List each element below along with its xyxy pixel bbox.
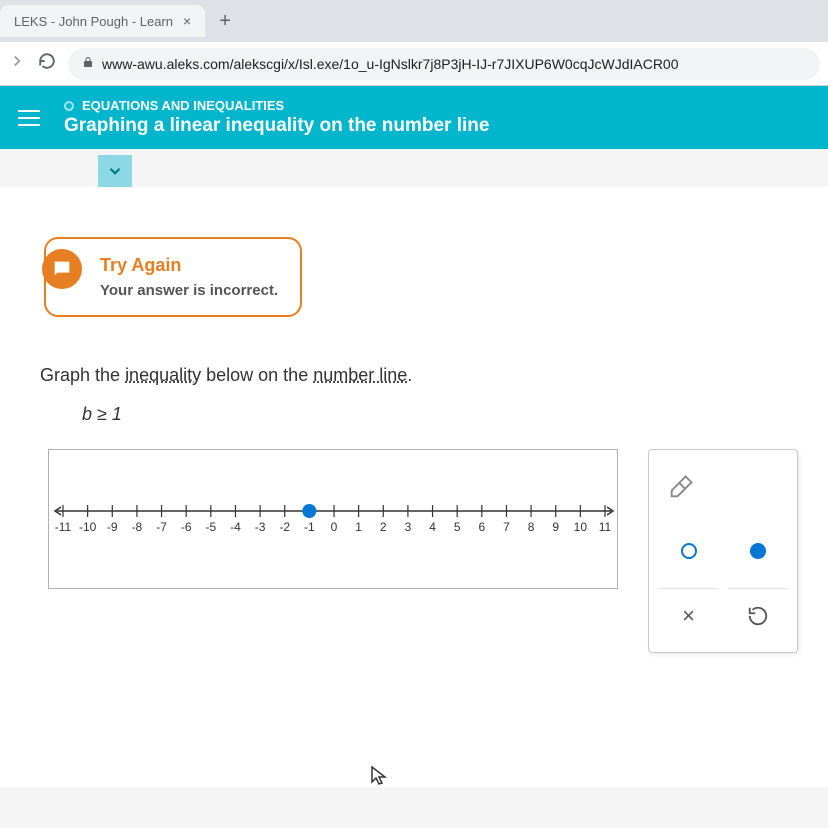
svg-text:2: 2 <box>380 520 387 534</box>
closed-point-tool[interactable] <box>728 524 787 578</box>
cursor-icon <box>370 765 388 793</box>
problem-instruction: Graph the inequality below on the number… <box>40 365 808 386</box>
expand-toggle[interactable] <box>98 155 132 187</box>
svg-text:8: 8 <box>528 520 535 534</box>
tools-panel: × <box>648 449 798 653</box>
browser-tab[interactable]: LEKS - John Pough - Learn × <box>0 5 205 37</box>
svg-text:-1: -1 <box>304 520 315 534</box>
closed-circle-icon <box>750 543 766 559</box>
close-tab-icon[interactable]: × <box>183 13 191 29</box>
lock-icon <box>82 56 94 71</box>
inequality-expression: b ≥ 1 <box>82 404 808 425</box>
svg-text:-2: -2 <box>279 520 290 534</box>
vocab-number-line[interactable]: number line <box>313 365 407 385</box>
svg-text:5: 5 <box>454 520 461 534</box>
svg-text:-5: -5 <box>205 520 216 534</box>
svg-text:-7: -7 <box>156 520 167 534</box>
svg-text:9: 9 <box>552 520 559 534</box>
url-text: www-awu.aleks.com/alekscgi/x/Isl.exe/1o_… <box>102 56 679 72</box>
svg-text:0: 0 <box>331 520 338 534</box>
numberline-svg: -11-10-9-8-7-6-5-4-3-2-101234567891011 <box>49 479 619 559</box>
open-circle-icon <box>681 543 697 559</box>
svg-text:1: 1 <box>355 520 362 534</box>
topic-title: Graphing a linear inequality on the numb… <box>64 115 810 137</box>
browser-tab-bar: LEKS - John Pough - Learn × + <box>0 0 828 42</box>
reload-button[interactable] <box>38 52 56 75</box>
svg-text:7: 7 <box>503 520 510 534</box>
category-label: EQUATIONS AND INEQUALITIES <box>64 98 810 113</box>
svg-text:-10: -10 <box>79 520 97 534</box>
url-field[interactable]: www-awu.aleks.com/alekscgi/x/Isl.exe/1o_… <box>68 48 820 80</box>
svg-text:-4: -4 <box>230 520 241 534</box>
svg-text:-9: -9 <box>107 520 118 534</box>
aleks-header: EQUATIONS AND INEQUALITIES Graphing a li… <box>0 86 828 149</box>
feedback-message: Your answer is incorrect. <box>100 282 278 299</box>
svg-text:11: 11 <box>599 520 612 534</box>
category-circle-icon <box>64 101 74 111</box>
url-bar: www-awu.aleks.com/alekscgi/x/Isl.exe/1o_… <box>0 42 828 86</box>
svg-text:-11: -11 <box>55 520 72 534</box>
forward-button[interactable] <box>8 52 26 75</box>
clear-button[interactable]: × <box>659 588 718 642</box>
svg-text:4: 4 <box>429 520 436 534</box>
svg-text:-6: -6 <box>181 520 192 534</box>
svg-text:10: 10 <box>574 520 588 534</box>
svg-text:-3: -3 <box>255 520 266 534</box>
feedback-title: Try Again <box>100 255 278 276</box>
undo-button[interactable] <box>728 588 787 642</box>
svg-text:3: 3 <box>405 520 412 534</box>
clear-icon: × <box>682 603 695 629</box>
svg-text:-8: -8 <box>132 520 143 534</box>
feedback-box: Try Again Your answer is incorrect. <box>44 237 302 317</box>
content-area: Try Again Your answer is incorrect. Grap… <box>0 187 828 787</box>
numberline-canvas[interactable]: -11-10-9-8-7-6-5-4-3-2-101234567891011 <box>48 449 618 589</box>
vocab-inequality[interactable]: inequality <box>125 365 201 385</box>
eraser-tool[interactable] <box>659 460 787 514</box>
tab-title: LEKS - John Pough - Learn <box>14 14 173 29</box>
svg-text:6: 6 <box>478 520 485 534</box>
open-point-tool[interactable] <box>659 524 718 578</box>
feedback-chat-icon <box>42 249 82 289</box>
new-tab-button[interactable]: + <box>205 10 245 33</box>
menu-button[interactable] <box>18 110 40 126</box>
